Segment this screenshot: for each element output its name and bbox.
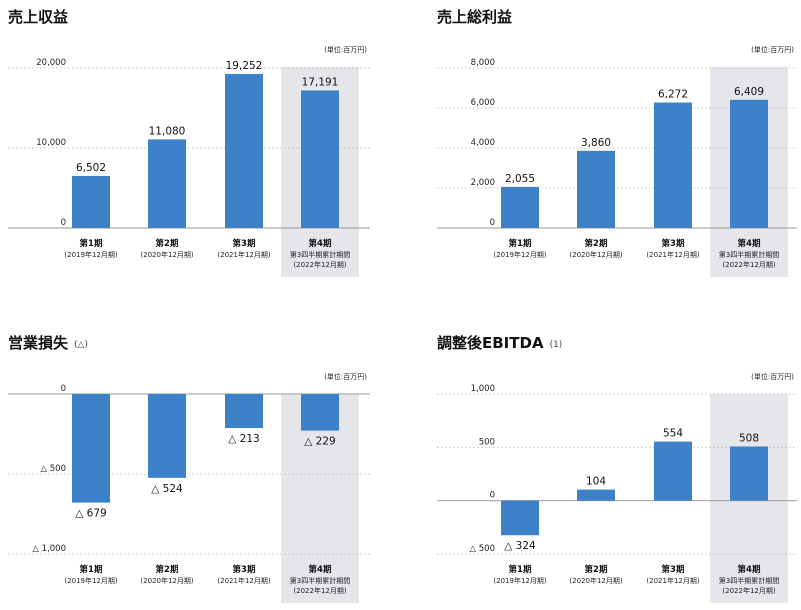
x-category-label: 第1期 — [509, 564, 532, 575]
x-category-label: 第4期 — [738, 564, 761, 575]
data-label: △ 324 — [504, 540, 536, 552]
data-label: △ 524 — [151, 483, 183, 495]
unit-label: (単位:百万円) — [751, 372, 794, 381]
x-category-label: 第4期 — [309, 564, 332, 575]
data-label: 11,080 — [149, 125, 186, 137]
x-category-sublabel: (2019年12月期) — [493, 250, 546, 259]
x-category-sublabel: 第3四半期累計期間 — [290, 250, 350, 259]
chart-panel-4: 調整後EBITDA (1) (単位:百万円) 1,000 500 0 △ 500 △ 324 1… — [437, 334, 797, 603]
y-tick-label: 0 — [490, 218, 495, 228]
x-category-sublabel: (2021年12月期) — [646, 250, 699, 259]
x-category-sublabel: 第3四半期累計期間 — [719, 576, 779, 585]
bar — [148, 394, 186, 478]
x-category-sublabel: (2019年12月期) — [64, 250, 117, 259]
x-category-label: 第3期 — [233, 564, 256, 575]
bar — [730, 99, 768, 228]
y-tick-label: 500 — [479, 437, 495, 447]
chart-title: 調整後EBITDA — [437, 334, 544, 352]
y-tick-label: 10,000 — [36, 138, 66, 148]
x-category-sublabel: (2021年12月期) — [217, 576, 270, 585]
x-category-sublabel: 第3四半期累計期間 — [719, 250, 779, 259]
x-category-label: 第3期 — [233, 238, 256, 249]
data-label: △ 679 — [75, 508, 106, 520]
y-tick-label: 6,000 — [471, 98, 495, 108]
data-label: 6,409 — [734, 86, 764, 98]
y-tick-label: 2,000 — [471, 178, 495, 188]
x-category-sublabel: (2022年12月期) — [293, 260, 346, 269]
bar — [501, 186, 539, 228]
x-category-label: 第4期 — [738, 238, 761, 249]
bar — [301, 90, 339, 228]
x-category-sublabel: (2020年12月期) — [569, 250, 622, 259]
data-label: 19,252 — [226, 60, 263, 72]
y-tick-label: 0 — [490, 491, 495, 501]
x-category-label: 第2期 — [156, 564, 179, 575]
bar — [301, 394, 339, 431]
y-tick-label: △ 1,000 — [32, 544, 66, 554]
bar — [501, 500, 539, 536]
data-label: △ 229 — [304, 436, 335, 448]
y-tick-label: △ 500 — [41, 464, 66, 474]
x-category-label: 第1期 — [509, 238, 532, 249]
chart-panel-1: 売上収益 (単位:百万円) 0 10,000 20,000 6,502 11,080 19,2… — [8, 8, 370, 277]
chart-title: 売上総利益 — [437, 8, 512, 26]
x-category-sublabel: (2021年12月期) — [217, 250, 270, 259]
unit-label: (単位:百万円) — [751, 45, 794, 54]
bar — [225, 394, 263, 429]
bar — [72, 175, 110, 228]
chart-panel-2: 売上総利益 (単位:百万円) 0 2,000 4,000 6,000 8,000 2,055 3… — [437, 8, 797, 277]
bar — [225, 73, 263, 228]
chart-title: 営業損失 — [8, 334, 69, 352]
data-label: 2,055 — [505, 173, 535, 185]
x-category-label: 第1期 — [80, 564, 103, 575]
y-tick-label: △ 500 — [470, 544, 495, 554]
bar — [577, 150, 615, 228]
x-category-sublabel: 第3四半期累計期間 — [290, 576, 350, 585]
chart-panel-3: 営業損失 (△) (単位:百万円) 0 △ 500 △ 1,000 △ 679 △ 524 △ … — [8, 334, 370, 603]
chart-subtitle: (△) — [74, 340, 88, 350]
y-tick-label: 8,000 — [471, 58, 495, 68]
y-tick-label: 0 — [61, 384, 66, 394]
data-label: 6,272 — [658, 89, 688, 101]
x-category-sublabel: (2020年12月期) — [569, 576, 622, 585]
data-label: 554 — [663, 428, 683, 440]
x-category-label: 第4期 — [309, 238, 332, 249]
y-tick-label: 1,000 — [471, 384, 495, 394]
bar — [72, 394, 110, 503]
x-category-sublabel: (2019年12月期) — [493, 576, 546, 585]
x-category-sublabel: (2022年12月期) — [722, 260, 775, 269]
bar — [730, 446, 768, 501]
bar — [148, 139, 186, 228]
chart-title: 売上収益 — [8, 8, 68, 26]
x-category-label: 第2期 — [156, 238, 179, 249]
y-tick-label: 4,000 — [471, 138, 495, 148]
unit-label: (単位:百万円) — [324, 45, 367, 54]
unit-label: (単位:百万円) — [324, 372, 367, 381]
y-tick-label: 20,000 — [36, 58, 66, 68]
bar — [654, 102, 692, 228]
x-category-sublabel: (2020年12月期) — [140, 250, 193, 259]
x-category-label: 第3期 — [662, 564, 685, 575]
x-category-label: 第2期 — [585, 238, 608, 249]
x-category-sublabel: (2022年12月期) — [722, 586, 775, 595]
x-category-sublabel: (2022年12月期) — [293, 586, 346, 595]
bar — [577, 489, 615, 501]
data-label: 104 — [586, 476, 606, 488]
data-label: △ 213 — [228, 433, 259, 445]
data-label: 17,191 — [302, 76, 339, 88]
x-category-sublabel: (2020年12月期) — [140, 576, 193, 585]
data-label: 6,502 — [76, 162, 106, 174]
x-category-sublabel: (2021年12月期) — [646, 576, 699, 585]
x-category-label: 第3期 — [662, 238, 685, 249]
x-category-label: 第1期 — [80, 238, 103, 249]
bar — [654, 441, 692, 501]
chart-subtitle: (1) — [550, 340, 563, 350]
data-label: 3,860 — [581, 137, 611, 149]
y-tick-label: 0 — [61, 218, 66, 228]
x-category-label: 第2期 — [585, 564, 608, 575]
x-category-sublabel: (2019年12月期) — [64, 576, 117, 585]
data-label: 508 — [739, 432, 759, 444]
